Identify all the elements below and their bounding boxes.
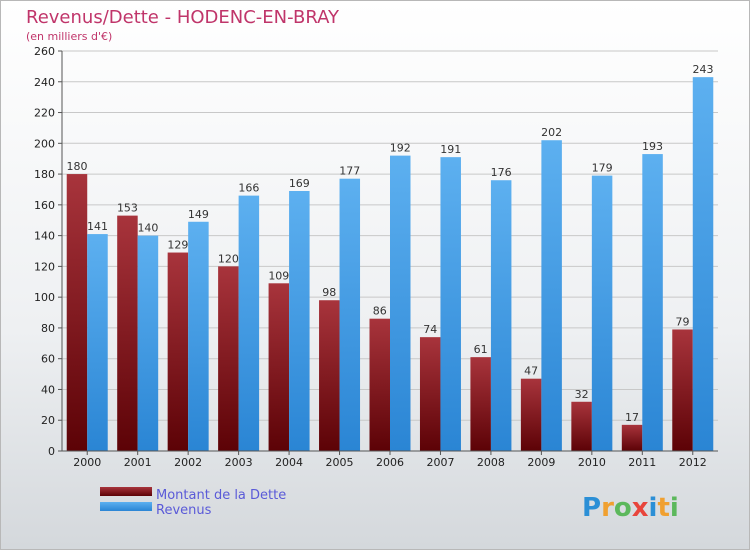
y-tick-label: 20 [41, 414, 55, 427]
value-label-revenus: 140 [137, 222, 158, 235]
logo-letter: t [657, 493, 669, 523]
y-tick-label: 0 [48, 445, 55, 458]
bar-debt [520, 378, 542, 451]
value-label-debt: 32 [575, 388, 589, 401]
x-tick-label: 2008 [477, 456, 505, 469]
bar-revenus [339, 178, 361, 451]
y-tick-label: 100 [34, 291, 55, 304]
bar-revenus [137, 235, 159, 451]
y-tick-label: 240 [34, 76, 55, 89]
value-label-revenus: 176 [491, 166, 512, 179]
value-label-revenus: 166 [238, 182, 259, 195]
bar-revenus [188, 221, 209, 451]
x-tick-label: 2000 [73, 456, 101, 469]
x-tick-label: 2011 [628, 456, 656, 469]
value-label-revenus: 202 [541, 126, 562, 139]
x-tick-label: 2004 [275, 456, 303, 469]
bar-debt [621, 424, 643, 451]
logo-letter: r [601, 493, 614, 523]
value-label-debt: 47 [524, 365, 538, 378]
value-label-debt: 109 [268, 269, 289, 282]
bar-debt [167, 252, 189, 451]
value-label-debt: 79 [676, 315, 690, 328]
y-tick-label: 60 [41, 353, 55, 366]
value-label-debt: 120 [218, 252, 239, 265]
x-tick-label: 2006 [376, 456, 404, 469]
value-label-revenus: 243 [693, 63, 714, 76]
y-tick-label: 160 [34, 199, 55, 212]
y-tick-label: 80 [41, 322, 55, 335]
logo-letter: i [649, 493, 658, 523]
y-tick-label: 200 [34, 137, 55, 150]
y-tick-label: 40 [41, 383, 55, 396]
bar-revenus [440, 157, 461, 451]
bar-revenus [87, 234, 108, 451]
y-tick-label: 120 [34, 260, 55, 273]
bar-revenus [390, 155, 411, 451]
value-label-debt: 98 [322, 286, 336, 299]
bar-debt [470, 357, 491, 451]
bar-debt [419, 337, 441, 451]
value-label-revenus: 169 [289, 177, 310, 190]
value-label-revenus: 141 [87, 220, 108, 233]
value-label-revenus: 191 [440, 143, 461, 156]
bar-revenus [591, 175, 613, 451]
bar-debt [672, 329, 693, 451]
value-label-debt: 153 [117, 202, 138, 215]
bar-revenus [238, 195, 260, 451]
x-tick-label: 2007 [426, 456, 454, 469]
value-label-debt: 129 [167, 239, 188, 252]
x-tick-label: 2010 [578, 456, 606, 469]
value-label-revenus: 177 [339, 165, 360, 178]
y-tick-label: 220 [34, 107, 55, 120]
value-label-debt: 61 [474, 343, 488, 356]
proxiti-logo: Proxiti [582, 493, 679, 523]
x-tick-label: 2012 [679, 456, 707, 469]
legend-label-debt: Montant de la Dette [156, 488, 286, 503]
value-label-debt: 180 [66, 160, 87, 173]
value-label-debt: 86 [373, 305, 387, 318]
bars: 180 141 153 140 129 149 120 166 109 169 98 177 86 192… [66, 63, 714, 452]
value-label-revenus: 192 [390, 142, 411, 155]
chart-subtitle: (en milliers d'€) [26, 30, 112, 43]
value-label-revenus: 179 [592, 162, 613, 175]
bar-debt [571, 401, 592, 451]
logo-letter: x [632, 493, 649, 523]
bar-debt [117, 215, 138, 451]
bar-debt [369, 318, 390, 451]
bar-revenus [490, 180, 512, 451]
y-tick-label: 180 [34, 168, 55, 181]
value-label-revenus: 149 [188, 208, 209, 221]
bar-debt [319, 300, 340, 451]
bar-debt [268, 283, 290, 451]
x-tick-label: 2003 [225, 456, 253, 469]
bar-revenus [541, 140, 562, 451]
bar-revenus [642, 154, 663, 452]
bar-debt [218, 266, 239, 451]
value-label-revenus: 193 [642, 140, 663, 153]
y-axis: 0 20 40 60 80 100 120 140 160 180 200 220 240 260 [34, 45, 63, 458]
legend: Montant de la Dette Revenus [100, 487, 286, 518]
chart-title: Revenus/Dette - HODENC-EN-BRAY [26, 7, 340, 28]
legend-swatch-debt [100, 487, 152, 496]
logo-letter: i [670, 493, 679, 523]
x-tick-label: 2002 [174, 456, 202, 469]
x-axis: 2000 2001 2002 2003 2004 2005 2006 2007 2008 2009… [62, 450, 718, 469]
bar-debt [66, 174, 88, 452]
logo-letter: P [582, 493, 601, 523]
legend-label-revenus: Revenus [156, 503, 212, 518]
bar-revenus [289, 191, 310, 451]
x-tick-label: 2001 [124, 456, 152, 469]
logo-letter: o [614, 493, 632, 523]
legend-swatch-revenus [100, 502, 152, 511]
y-tick-label: 260 [34, 45, 55, 58]
x-tick-label: 2005 [326, 456, 354, 469]
value-label-debt: 74 [423, 323, 437, 336]
bar-revenus [692, 77, 714, 452]
x-tick-label: 2009 [527, 456, 555, 469]
value-label-debt: 17 [625, 411, 639, 424]
y-tick-label: 140 [34, 230, 55, 243]
